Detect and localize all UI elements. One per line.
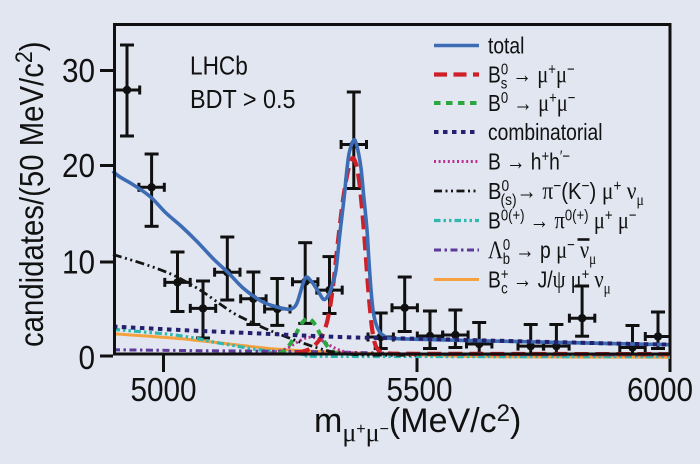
svg-text:candidates/(50 MeV/c2): candidates/(50 MeV/c2): [10, 41, 51, 347]
svg-text:total: total: [488, 33, 524, 59]
svg-text:0: 0: [78, 340, 95, 377]
svg-text:5500: 5500: [386, 372, 452, 409]
svg-text:6000: 6000: [627, 372, 693, 409]
svg-text:B+c → J/ψ μ+ νμ: B+ c → J/ψ μ+ νμ: [488, 266, 611, 298]
svg-text:B0s → μ+μ−: B0 s → μ+μ−: [488, 61, 575, 93]
svg-text:5000: 5000: [130, 372, 196, 409]
svg-text:B → h+h′−: B → h+h′−: [488, 148, 570, 175]
svg-text:10: 10: [62, 244, 95, 281]
svg-text:20: 20: [62, 148, 95, 185]
svg-text:Λ0b → p μ− νμ: Λ0 b → p μ− νμ: [488, 236, 596, 268]
svg-text:BDT > 0.5: BDT > 0.5: [190, 86, 296, 114]
svg-text:30: 30: [62, 53, 95, 90]
svg-text:combinatorial: combinatorial: [488, 119, 603, 145]
svg-text:LHCb: LHCb: [190, 52, 248, 81]
